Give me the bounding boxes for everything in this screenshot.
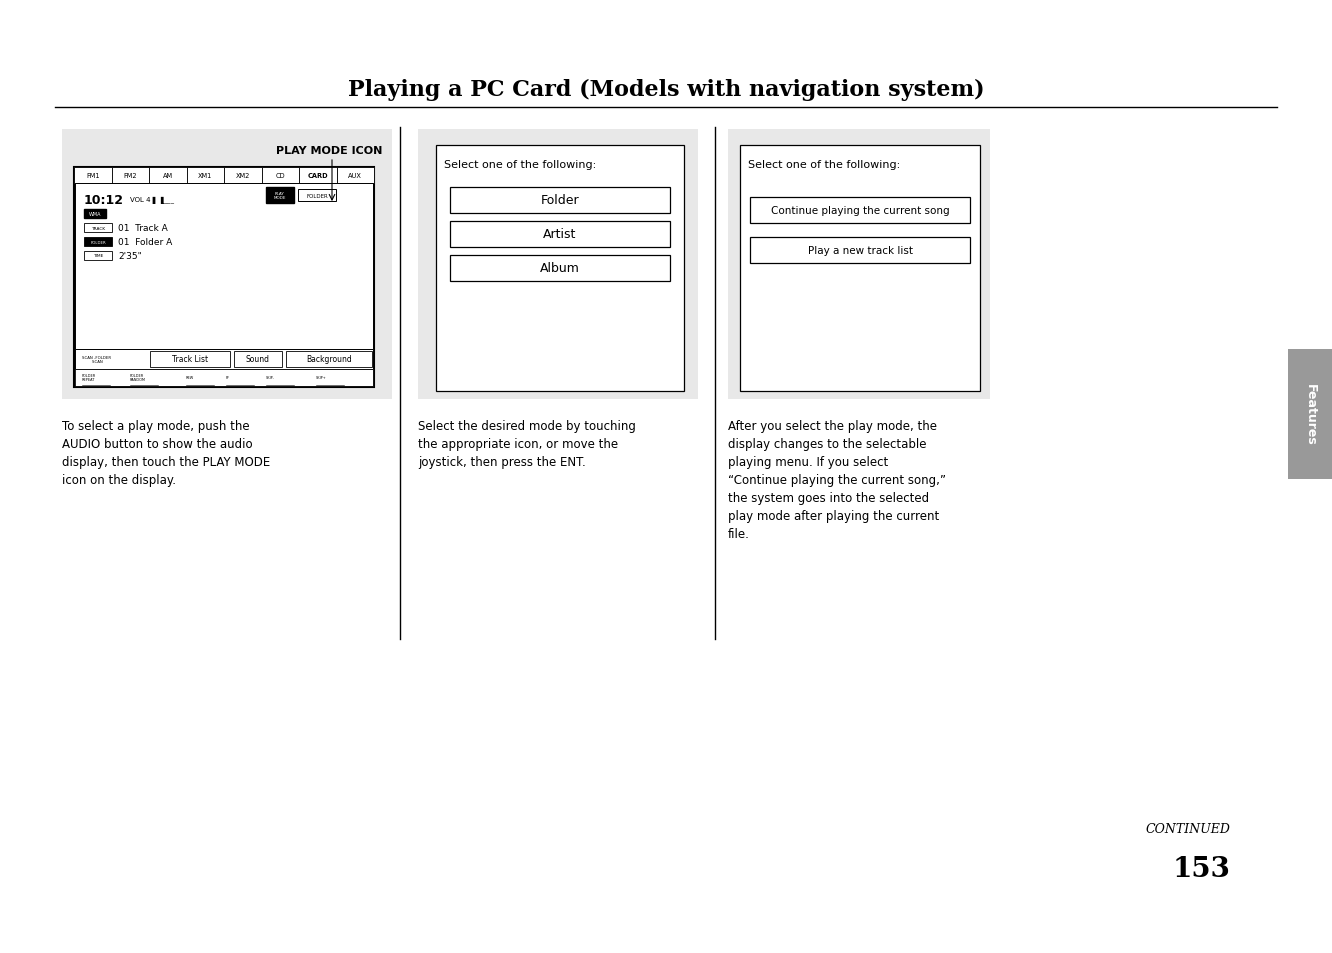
Text: Artist: Artist bbox=[543, 229, 577, 241]
Text: TIME: TIME bbox=[93, 254, 103, 258]
Text: PLAY MODE ICON: PLAY MODE ICON bbox=[276, 146, 382, 156]
Bar bbox=[261, 168, 298, 184]
Bar bbox=[186, 168, 224, 184]
Bar bbox=[234, 352, 282, 368]
Text: FF: FF bbox=[226, 375, 230, 379]
Text: FOLDER: FOLDER bbox=[306, 193, 328, 198]
Bar bbox=[286, 352, 372, 368]
Text: FM2: FM2 bbox=[124, 172, 137, 179]
Bar bbox=[436, 146, 685, 392]
Bar bbox=[151, 352, 230, 368]
Text: Play a new track list: Play a new track list bbox=[807, 246, 912, 255]
Text: Album: Album bbox=[539, 262, 579, 275]
Text: 01  Folder A: 01 Folder A bbox=[119, 237, 172, 247]
Text: Background: Background bbox=[306, 355, 352, 364]
Bar bbox=[750, 198, 970, 224]
Text: AM: AM bbox=[163, 172, 173, 179]
Text: XM1: XM1 bbox=[198, 172, 212, 179]
Bar bbox=[741, 146, 980, 392]
Bar bbox=[75, 370, 373, 387]
Bar bbox=[84, 252, 112, 261]
Text: 153: 153 bbox=[1172, 856, 1229, 882]
Bar bbox=[450, 255, 670, 282]
Text: AUX: AUX bbox=[348, 172, 362, 179]
Text: Select one of the following:: Select one of the following: bbox=[749, 160, 900, 170]
Text: Folder: Folder bbox=[541, 194, 579, 208]
Bar bbox=[75, 168, 374, 388]
Bar bbox=[337, 168, 374, 184]
Bar bbox=[266, 188, 294, 204]
Text: Track List: Track List bbox=[172, 355, 208, 364]
Bar bbox=[84, 210, 107, 219]
Text: FOLDER
REPEAT: FOLDER REPEAT bbox=[83, 374, 96, 382]
Bar bbox=[63, 130, 392, 399]
Text: SCAN -FOLDER
        SCAN: SCAN -FOLDER SCAN bbox=[83, 355, 111, 364]
Bar bbox=[84, 237, 112, 247]
Bar bbox=[1288, 350, 1332, 479]
Text: XM2: XM2 bbox=[236, 172, 250, 179]
Text: FOLDER
RANDOM: FOLDER RANDOM bbox=[131, 374, 147, 382]
Text: REW: REW bbox=[186, 375, 194, 379]
Text: TRACK: TRACK bbox=[91, 226, 105, 231]
Text: Features: Features bbox=[1304, 384, 1316, 445]
Bar bbox=[450, 222, 670, 248]
Bar bbox=[418, 130, 698, 399]
Text: Select one of the following:: Select one of the following: bbox=[444, 160, 597, 170]
Text: CARD: CARD bbox=[308, 172, 328, 179]
Text: SKIP+: SKIP+ bbox=[316, 375, 326, 379]
Text: WMA: WMA bbox=[89, 212, 101, 216]
Text: To select a play mode, push the
AUDIO button to show the audio
display, then tou: To select a play mode, push the AUDIO bu… bbox=[63, 419, 270, 486]
Text: CD: CD bbox=[276, 172, 285, 179]
Bar bbox=[750, 237, 970, 264]
Bar bbox=[450, 188, 670, 213]
Bar bbox=[84, 224, 112, 233]
Text: FOLDER: FOLDER bbox=[91, 240, 105, 244]
Text: Select the desired mode by touching
the appropriate icon, or move the
joystick, : Select the desired mode by touching the … bbox=[418, 419, 635, 469]
Bar bbox=[75, 168, 112, 184]
Bar bbox=[75, 184, 373, 350]
Bar bbox=[224, 168, 261, 184]
Text: After you select the play mode, the
display changes to the selectable
playing me: After you select the play mode, the disp… bbox=[729, 419, 946, 540]
Text: CONTINUED: CONTINUED bbox=[1146, 822, 1229, 836]
Bar bbox=[729, 130, 990, 399]
Bar bbox=[75, 350, 373, 370]
Text: 01  Track A: 01 Track A bbox=[119, 224, 168, 233]
Bar bbox=[298, 168, 337, 184]
Bar bbox=[112, 168, 149, 184]
Text: Playing a PC Card (Models with navigation system): Playing a PC Card (Models with navigatio… bbox=[348, 79, 984, 101]
Text: Continue playing the current song: Continue playing the current song bbox=[771, 206, 950, 215]
Text: VOL 4 ▌▐___: VOL 4 ▌▐___ bbox=[131, 196, 174, 203]
Bar bbox=[149, 168, 186, 184]
Text: FM1: FM1 bbox=[87, 172, 100, 179]
Bar bbox=[298, 190, 336, 202]
Text: SKIP-: SKIP- bbox=[266, 375, 274, 379]
Text: 10:12: 10:12 bbox=[84, 193, 124, 206]
Text: Sound: Sound bbox=[246, 355, 270, 364]
Text: 2'35": 2'35" bbox=[119, 252, 141, 261]
Text: PLAY
MODE: PLAY MODE bbox=[274, 192, 286, 200]
